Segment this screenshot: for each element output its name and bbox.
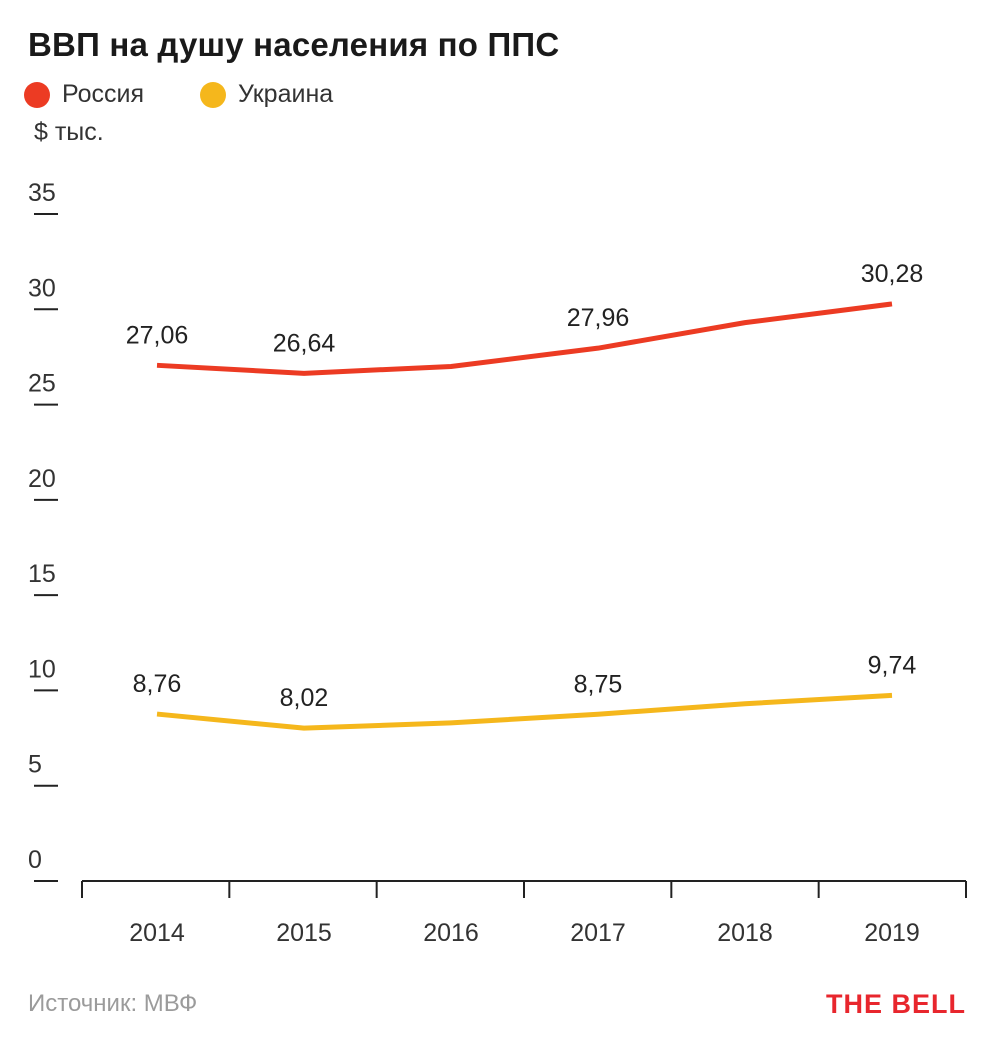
data-label: 30,28 xyxy=(861,260,924,288)
x-tick-label: 2017 xyxy=(570,919,626,947)
x-tick-label: 2018 xyxy=(717,919,773,947)
data-label: 26,64 xyxy=(273,329,336,357)
y-tick-label: 35 xyxy=(28,179,56,207)
y-tick-label: 30 xyxy=(28,274,56,302)
series-line-ukraine xyxy=(156,692,893,731)
data-label: 8,02 xyxy=(280,684,329,712)
y-tick-label: 5 xyxy=(28,751,42,779)
legend-item-ukraine: Украина xyxy=(199,80,334,109)
source-note: Источник: МВФ xyxy=(28,990,198,1017)
data-label: 27,96 xyxy=(567,304,630,332)
data-label: 9,74 xyxy=(868,651,917,679)
y-tick-label: 0 xyxy=(28,846,42,874)
x-tick-label: 2014 xyxy=(129,919,185,947)
series-line-russia xyxy=(156,301,893,376)
legend-marker-ukraine xyxy=(199,81,226,108)
legend-marker-russia xyxy=(24,81,50,108)
x-tick-label: 2015 xyxy=(276,919,332,947)
legend-label-russia: Россия xyxy=(62,80,144,108)
data-label: 27,06 xyxy=(126,321,189,349)
y-tick-label: 15 xyxy=(28,560,56,588)
legend-item-russia: Россия xyxy=(24,80,144,109)
brand-logo: THE BELL xyxy=(826,989,966,1019)
x-tick-label: 2019 xyxy=(864,919,920,947)
y-tick-label: 10 xyxy=(28,655,56,683)
data-label: 8,76 xyxy=(133,670,182,698)
data-label: 8,75 xyxy=(574,670,623,698)
legend: Россия Украина xyxy=(24,80,389,109)
y-tick-label: 20 xyxy=(28,465,56,493)
y-axis-unit: $ тыс. xyxy=(34,118,104,146)
chart-title: ВВП на душу населения по ППС xyxy=(28,26,560,63)
y-tick-label: 25 xyxy=(28,370,56,398)
legend-label-ukraine: Украина xyxy=(237,80,334,108)
x-tick-label: 2016 xyxy=(423,919,479,947)
